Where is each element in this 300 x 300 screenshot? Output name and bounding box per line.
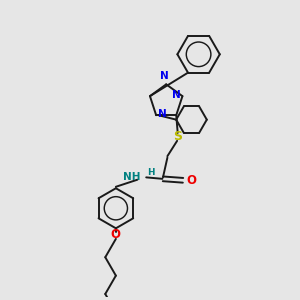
Text: O: O [111,228,121,241]
Text: O: O [187,174,196,187]
Text: N: N [172,90,181,100]
Text: N: N [158,109,167,119]
Text: NH: NH [123,172,141,182]
Text: S: S [173,130,182,143]
Text: H: H [148,168,155,177]
Text: N: N [160,71,169,81]
